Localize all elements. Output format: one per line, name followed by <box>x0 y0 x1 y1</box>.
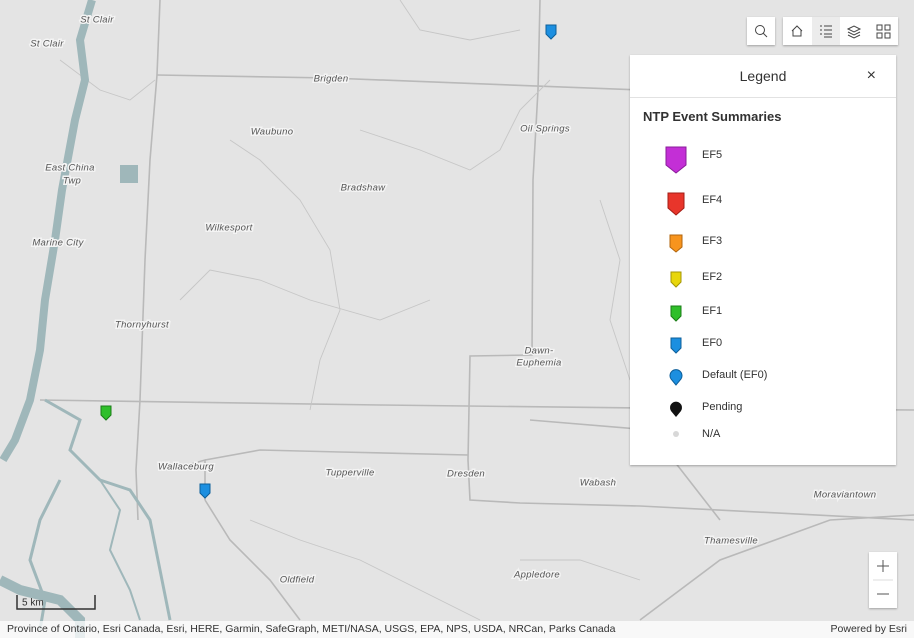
place-label: Thornyhurst <box>115 320 169 331</box>
symbol-default <box>669 369 683 386</box>
powered-by[interactable]: Powered by Esri <box>830 623 907 635</box>
event-markers <box>100 24 557 499</box>
place-label: Euphemia <box>516 358 561 369</box>
symbol-ef4 <box>667 192 685 216</box>
scale-bar: 5 km <box>16 595 96 610</box>
place-label: Bradshaw <box>341 183 386 194</box>
place-label: Moraviantown <box>814 490 877 501</box>
legend-item: EF3 <box>702 235 723 247</box>
attribution: Province of Ontario, Esri Canada, Esri, … <box>7 623 616 635</box>
event-marker[interactable] <box>545 24 557 40</box>
toolbar-icons <box>791 17 891 45</box>
place-label: Dresden <box>447 469 485 480</box>
legend-panel: Legend × NTP Event Summaries EF5 EF4 EF3… <box>630 55 896 465</box>
place-label: Thamesville <box>704 536 758 547</box>
legend-item: N/A <box>702 428 721 440</box>
legend-symbols <box>665 146 687 437</box>
place-label: Wilkesport <box>205 223 252 234</box>
symbol-ef3 <box>669 234 683 253</box>
place-label: Oldfield <box>280 575 315 586</box>
basemap-button[interactable] <box>876 24 891 39</box>
place-label: Waubuno <box>251 127 294 138</box>
event-marker[interactable] <box>199 483 211 499</box>
places: St Clair St Clair Brigden Waubuno Oil Sp… <box>29 13 878 587</box>
zoom-in-button[interactable] <box>877 560 889 572</box>
zoom-controls <box>869 552 897 608</box>
place-label: Brigden <box>314 74 349 85</box>
place-label: Oil Springs <box>520 124 570 135</box>
symbol-ef2 <box>670 271 682 288</box>
legend-item: EF0 <box>702 337 723 349</box>
legend-button[interactable] <box>812 17 840 45</box>
place-label: St Clair <box>30 39 64 50</box>
legend-header: Legend × <box>630 55 896 98</box>
place-label: Marine City <box>32 238 84 249</box>
legend-item: EF4 <box>702 194 723 206</box>
place-label: Wallaceburg <box>158 462 214 473</box>
search-button[interactable] <box>747 17 775 45</box>
place-label: St Clair <box>80 15 114 26</box>
place-label: Tupperville <box>325 468 374 479</box>
symbol-pending <box>670 401 682 417</box>
legend-item: Default (EF0) <box>702 369 768 381</box>
symbol-na <box>673 431 679 437</box>
symbol-ef5 <box>665 146 687 174</box>
pond <box>120 165 138 183</box>
legend-item: EF2 <box>702 271 723 283</box>
creeks <box>59 0 641 621</box>
legend-title: Legend <box>739 68 787 84</box>
legend-item: Pending <box>702 401 743 413</box>
place-label: Dawn- <box>525 346 554 357</box>
attribution-bar: Province of Ontario, Esri Canada, Esri, … <box>0 621 914 638</box>
home-button[interactable] <box>791 25 803 37</box>
layer-title: NTP Event Summaries <box>643 109 782 124</box>
scale-label: 5 km <box>22 598 44 609</box>
search-icon <box>755 25 768 38</box>
zoom-icons <box>873 560 893 595</box>
close-button[interactable]: × <box>866 67 876 84</box>
legend-item: EF5 <box>702 149 723 161</box>
place-label: Wabash <box>580 478 616 489</box>
symbol-ef1 <box>670 305 682 322</box>
place-label: Twp <box>63 176 81 187</box>
toolbar <box>783 17 898 45</box>
event-marker[interactable] <box>100 405 112 421</box>
place-label: Appledore <box>513 570 560 581</box>
layers-button[interactable] <box>846 25 862 39</box>
place-label: East China <box>45 163 94 174</box>
legend-item: EF1 <box>702 305 723 317</box>
legend-icon <box>820 25 832 38</box>
symbol-ef0 <box>670 337 682 354</box>
